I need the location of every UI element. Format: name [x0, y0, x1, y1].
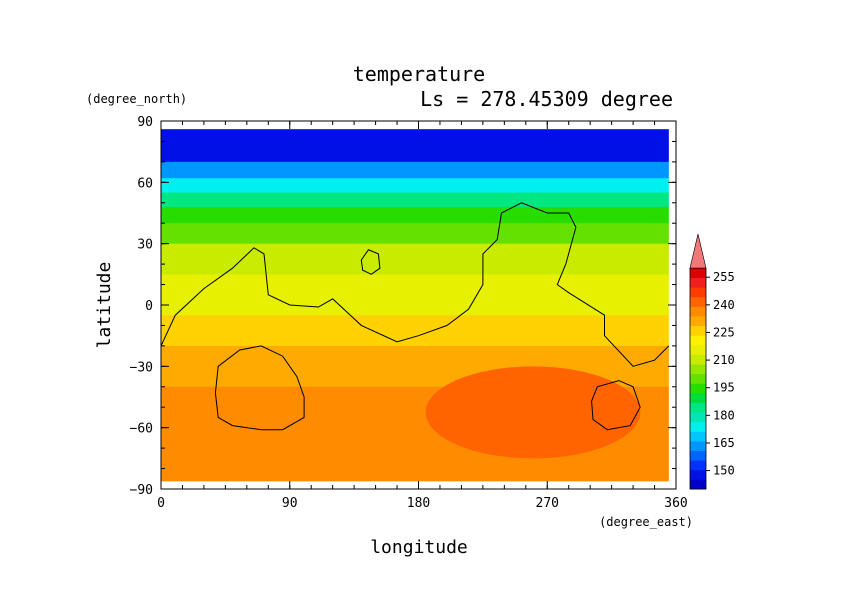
x-tick-label: 90: [282, 496, 298, 511]
colorbar-label: 180: [713, 408, 735, 422]
colorbar-swatch: [690, 479, 706, 490]
colorbar-label: 255: [713, 270, 735, 284]
x-tick-label: 0: [157, 496, 165, 511]
y-axis-unit: (degree_north): [86, 92, 187, 106]
x-tick-label: 360: [664, 496, 687, 511]
x-axis-label: longitude: [370, 537, 468, 558]
colorbar-swatch: [690, 344, 706, 355]
colorbar-swatch: [690, 306, 706, 317]
x-tick-label: 180: [407, 496, 430, 511]
colorbar-label: 240: [713, 298, 735, 312]
x-tick-label: 270: [536, 496, 559, 511]
colorbar-swatch: [690, 450, 706, 461]
colorbar-label: 150: [713, 464, 735, 478]
temperature-band: [161, 274, 669, 316]
y-tick-label: 30: [137, 238, 153, 253]
colorbar-swatch: [690, 268, 706, 279]
colorbar-swatch: [690, 364, 706, 375]
colorbar-swatch: [690, 460, 706, 471]
colorbar: 150 165 180 195 210 225 240 255: [689, 233, 735, 490]
contour-dichotomy: [160, 202, 670, 367]
colorbar-swatch: [690, 296, 706, 307]
colorbar-swatch: [690, 421, 706, 432]
colorbar-label: 225: [713, 325, 735, 339]
plot-area: 0 90 180 270 360 90 60 30 0 −30 −60 −90: [130, 115, 688, 511]
contour-elysium: [360, 249, 381, 275]
colorbar-swatch: [690, 431, 706, 442]
contour-hellas: [214, 345, 305, 431]
y-tick-label: 90: [137, 115, 153, 130]
y-tick-label: −90: [130, 483, 153, 498]
colorbar-extend-arrow: [689, 233, 707, 269]
temperature-band: [161, 223, 669, 245]
colorbar-swatch: [690, 335, 706, 346]
chart-title: temperature: [353, 62, 485, 86]
y-tick-label: −30: [130, 360, 153, 375]
colorbar-swatch: [690, 373, 706, 384]
chart-subtitle: Ls = 278.45309 degree: [420, 87, 673, 111]
temperature-band: [161, 192, 669, 208]
colorbar-swatch: [690, 316, 706, 327]
temperature-band: [161, 243, 669, 275]
colorbar-label: 195: [713, 381, 735, 395]
colorbar-label: 165: [713, 436, 735, 450]
colorbar-swatch: [690, 325, 706, 336]
y-tick-label: 0: [145, 299, 153, 314]
temperature-band: [161, 161, 669, 179]
colorbar-swatch: [690, 383, 706, 394]
colorbar-swatch: [690, 277, 706, 288]
temperature-band: [161, 206, 669, 224]
colorbar-swatch: [690, 354, 706, 365]
colorbar-swatch: [690, 440, 706, 451]
colorbar-swatch: [690, 392, 706, 403]
temperature-band: [161, 129, 669, 163]
contour-argyre: [591, 380, 641, 431]
colorbar-swatch: [690, 402, 706, 413]
warm-region: [425, 366, 641, 459]
y-tick-label: −60: [130, 422, 153, 437]
y-axis-label: latitude: [94, 262, 115, 349]
y-tick-label: 60: [137, 176, 153, 191]
colorbar-label: 210: [713, 353, 735, 367]
x-axis-unit: (degree_east): [599, 515, 693, 529]
temperature-band: [161, 178, 669, 194]
temperature-band: [161, 315, 669, 347]
colorbar-swatch: [690, 412, 706, 423]
colorbar-swatch: [690, 287, 706, 298]
colorbar-swatch: [690, 469, 706, 480]
